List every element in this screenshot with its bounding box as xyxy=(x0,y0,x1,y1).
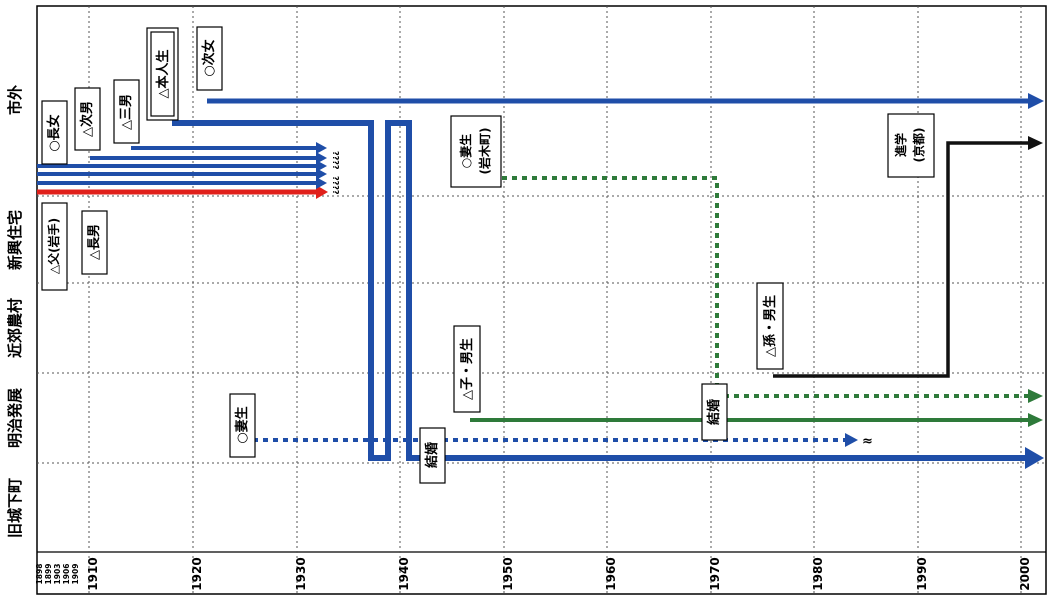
label-second-daughter: ○次女 xyxy=(196,26,223,91)
year-label-1930: 1930 xyxy=(294,557,308,590)
year-label-1910: 1910 xyxy=(86,557,100,590)
year-label-small: 1898 xyxy=(35,564,44,585)
label-wife-born: ○妻生 xyxy=(229,393,256,458)
year-label-1970: 1970 xyxy=(708,557,722,590)
arrowhead-third-son xyxy=(316,142,327,154)
zone-label-kyujo: 旧城下町 xyxy=(6,478,24,538)
year-label-1940: 1940 xyxy=(397,557,411,590)
death-mark: ≈ xyxy=(862,434,873,449)
unknown-mark: ???? xyxy=(331,151,340,170)
zone-label-kinko: 近郊農村 xyxy=(6,298,24,358)
child-path xyxy=(470,413,1043,427)
label-text: △本人生 xyxy=(155,50,171,99)
label-box xyxy=(450,115,502,188)
label-text: ○次女 xyxy=(201,39,217,76)
label-box xyxy=(756,282,784,370)
arrowhead-father xyxy=(316,185,328,199)
zone-label-meiji: 明治発展 xyxy=(6,388,24,448)
plot-frame xyxy=(36,5,1047,595)
label-box xyxy=(887,113,935,178)
label-text: 結婚 xyxy=(706,399,722,425)
year-label-small: 1909 xyxy=(71,564,80,585)
arrowhead-sibling-a xyxy=(316,160,327,172)
wife-path: ≈ xyxy=(243,433,873,449)
arrowhead-eldest-son xyxy=(316,177,327,189)
label-text: △三男 xyxy=(119,94,134,130)
sibling-lines: ???? ???? xyxy=(37,142,340,199)
label-eldest-daughter: ○長女 xyxy=(41,100,68,165)
year-labels: 1898 1899 1903 1906 1909 1910 1920 1930 … xyxy=(35,557,1032,590)
label-box xyxy=(419,427,446,484)
arrowhead-subject xyxy=(1025,447,1044,469)
arrowhead-child xyxy=(1028,413,1043,427)
label-text-line1: ○妻生 xyxy=(458,134,473,168)
label-second-son: △次男 xyxy=(74,87,101,151)
year-label-2000: 2000 xyxy=(1018,557,1032,590)
zone-label-shinko: 新興住宅 xyxy=(6,210,24,270)
label-text: ○妻生 xyxy=(234,406,250,443)
label-box xyxy=(113,79,140,144)
year-label-small: 1906 xyxy=(62,564,71,585)
year-label-1980: 1980 xyxy=(811,557,825,590)
label-father: △父(岩手) xyxy=(41,202,68,291)
label-eldest-son: △長男 xyxy=(81,210,108,275)
label-grandson-born: △孫・男生 xyxy=(756,282,784,370)
label-box xyxy=(41,202,68,291)
label-marriage-child: 結婚 xyxy=(701,383,728,441)
unknown-mark: ???? xyxy=(331,176,340,195)
label-box xyxy=(81,210,108,275)
child-wife-path xyxy=(502,176,1043,403)
label-box xyxy=(229,393,256,458)
year-label-1920: 1920 xyxy=(190,557,204,590)
arrowhead-second-daughter xyxy=(1028,93,1044,109)
label-box xyxy=(150,31,175,117)
label-text-line2: (岩木町) xyxy=(477,128,492,175)
label-subject-born: △本人生 xyxy=(146,27,179,121)
grandchild-path xyxy=(773,136,1043,378)
label-text-line2: (京都) xyxy=(911,128,926,163)
arrowhead-grandchild xyxy=(1028,136,1043,150)
year-label-1960: 1960 xyxy=(604,557,618,590)
grid xyxy=(36,5,1047,595)
label-marriage-subject: 結婚 xyxy=(419,427,446,484)
label-box xyxy=(701,383,728,441)
year-label-small: 1899 xyxy=(44,564,53,585)
label-text: ○長女 xyxy=(46,114,62,151)
zone-labels: 市外 新興住宅 近郊農村 明治発展 旧城下町 xyxy=(6,85,24,538)
year-label-1990: 1990 xyxy=(915,557,929,590)
label-box xyxy=(453,325,481,413)
label-text: △子・男生 xyxy=(459,338,475,400)
label-third-son: △三男 xyxy=(113,79,140,144)
label-son-born: △子・男生 xyxy=(453,325,481,413)
label-box xyxy=(196,26,223,91)
label-text: △父(岩手) xyxy=(46,218,61,274)
line-grandchild xyxy=(773,141,1028,378)
year-label-1950: 1950 xyxy=(501,557,515,590)
arrowhead-eldest-daughter xyxy=(316,168,327,180)
label-text-line1: 進学 xyxy=(893,133,908,157)
label-wife-iwaki: ○妻生 (岩木町) xyxy=(450,115,502,188)
label-text: △次男 xyxy=(79,101,95,137)
label-box xyxy=(74,87,101,151)
zone-label-shigai: 市外 xyxy=(6,85,24,115)
label-text: △長男 xyxy=(87,224,102,260)
arrowhead-second-son xyxy=(316,152,327,164)
label-boxes: ○長女 △次男 △三男 △本人生 ○次女 △父(岩手) △長男 xyxy=(41,26,935,484)
line-subject xyxy=(172,120,1025,461)
label-box xyxy=(41,100,68,165)
label-study-kyoto: 進学 (京都) xyxy=(887,113,935,178)
second-daughter-line xyxy=(207,93,1044,109)
year-label-small: 1903 xyxy=(53,564,62,585)
label-text: 結婚 xyxy=(424,442,440,468)
arrowhead-wife xyxy=(845,433,858,447)
line-child-wife xyxy=(502,176,1028,398)
subject-path xyxy=(172,120,1044,469)
arrowhead-child-wife xyxy=(1028,389,1043,403)
label-text: △孫・男生 xyxy=(762,295,778,357)
